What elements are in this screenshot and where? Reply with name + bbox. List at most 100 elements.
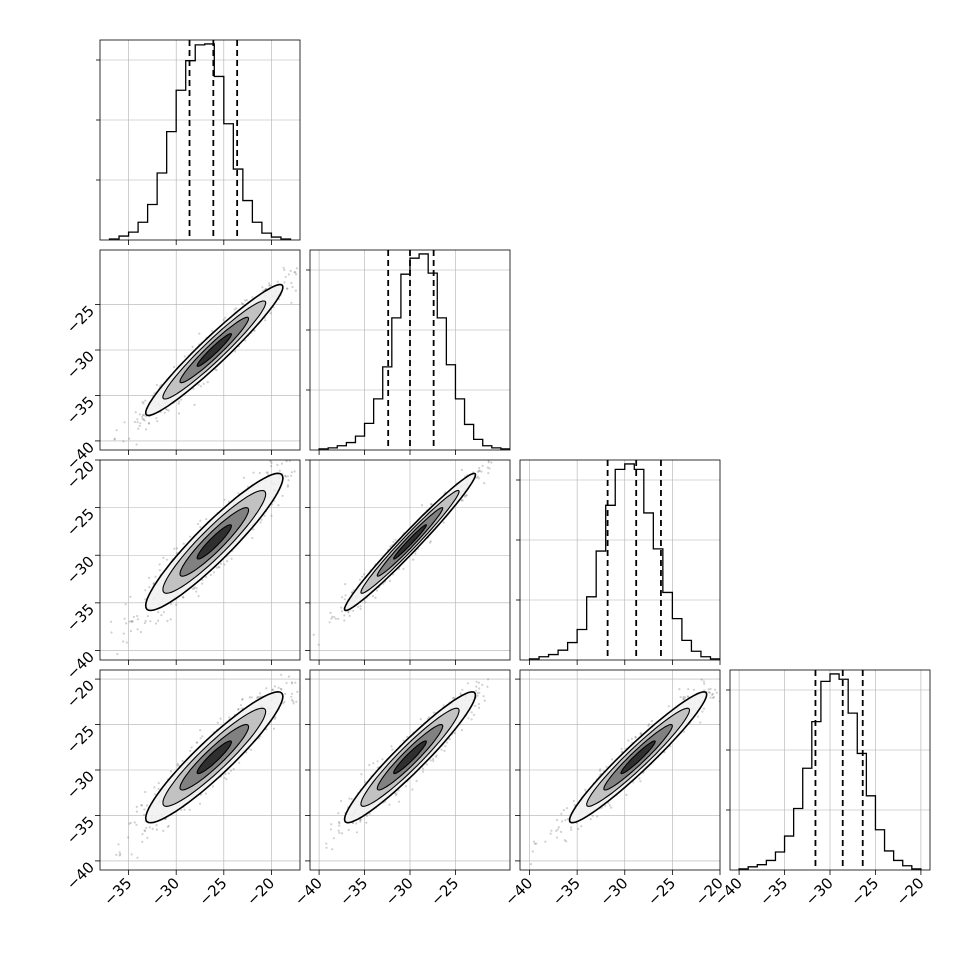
scatter-point	[252, 471, 255, 474]
scatter-point	[224, 772, 227, 776]
scatter-point	[412, 558, 415, 561]
contour-level-3	[393, 524, 427, 560]
scatter-point	[443, 749, 446, 753]
scatter-point	[190, 746, 193, 749]
scatter-point	[144, 399, 147, 402]
scatter-point	[475, 476, 478, 479]
scatter-point	[348, 797, 351, 800]
scatter-point	[421, 770, 425, 773]
density-panel-2-0	[100, 460, 305, 660]
scatter-point	[237, 492, 240, 495]
density-panel-3-0	[100, 670, 303, 870]
scatter-point	[337, 829, 340, 832]
scatter-point	[294, 681, 297, 684]
scatter-point	[330, 617, 333, 620]
scatter-point	[163, 411, 166, 414]
scatter-point	[337, 812, 340, 815]
scatter-point	[678, 688, 681, 691]
scatter-point	[364, 780, 367, 784]
scatter-point	[291, 285, 294, 289]
scatter-point	[136, 418, 139, 421]
scatter-point	[340, 832, 344, 835]
scatter-point	[133, 420, 136, 424]
scatter-point	[272, 727, 276, 730]
scatter-point	[151, 827, 154, 831]
scatter-point	[230, 557, 233, 560]
scatter-point	[301, 715, 303, 717]
scatter-point	[344, 583, 347, 586]
scatter-point	[395, 792, 398, 795]
scatter-point	[228, 716, 231, 719]
scatter-point	[155, 622, 158, 625]
scatter-point	[357, 605, 360, 609]
scatter-point	[222, 318, 225, 322]
scatter-point	[328, 621, 331, 624]
histogram-steps	[108, 43, 292, 240]
scatter-point	[234, 350, 237, 353]
scatter-point	[117, 843, 120, 846]
scatter-point	[141, 833, 144, 836]
scatter-point	[731, 671, 733, 673]
scatter-point	[544, 840, 547, 843]
scatter-point	[129, 595, 132, 598]
scatter-point	[162, 611, 165, 614]
scatter-point	[472, 713, 476, 717]
scatter-point	[562, 809, 566, 812]
scatter-point	[460, 499, 463, 502]
scatter-point	[330, 823, 333, 826]
scatter-point	[397, 800, 401, 803]
scatter-point	[215, 566, 218, 569]
scatter-point	[290, 281, 293, 285]
scatter-point	[303, 463, 305, 465]
scatter-point	[490, 452, 492, 454]
scatter-point	[209, 573, 212, 577]
scatter-point	[149, 620, 152, 623]
scatter-point	[415, 779, 418, 783]
scatter-point	[152, 582, 155, 585]
scatter-point	[286, 475, 289, 478]
scatter-point	[682, 697, 685, 701]
scatter-point	[476, 470, 479, 473]
scatter-point	[493, 456, 495, 458]
scatter-point	[352, 609, 355, 612]
scatter-point	[365, 814, 368, 818]
scatter-point	[167, 409, 170, 412]
scatter-point	[156, 420, 159, 423]
scatter-point	[340, 606, 343, 609]
scatter-point	[434, 755, 437, 758]
scatter-point	[487, 460, 490, 462]
scatter-point	[148, 586, 151, 589]
scatter-point	[265, 687, 268, 690]
scatter-point	[290, 692, 294, 695]
scatter-point	[175, 603, 178, 606]
scatter-point	[189, 749, 192, 752]
scatter-point	[533, 842, 537, 845]
scatter-point	[219, 717, 222, 720]
scatter-point	[223, 776, 226, 779]
scatter-point	[347, 611, 350, 614]
scatter-point	[256, 696, 259, 699]
scatter-point	[488, 467, 491, 470]
scatter-point	[294, 289, 297, 292]
scatter-point	[475, 689, 478, 692]
scatter-point	[430, 503, 433, 506]
scatter-point	[125, 622, 128, 625]
scatter-point	[157, 787, 160, 791]
scatter-point	[445, 741, 449, 744]
scatter-point	[478, 706, 481, 710]
scatter-point	[280, 462, 284, 465]
scatter-point	[347, 828, 350, 832]
scatter-point	[287, 675, 290, 678]
scatter-point	[144, 619, 147, 623]
scatter-point	[193, 586, 196, 589]
scatter-point	[241, 697, 244, 701]
scatter-point	[284, 475, 287, 478]
scatter-point	[276, 280, 279, 283]
scatter-point	[444, 745, 447, 748]
scatter-point	[555, 829, 558, 833]
scatter-point	[280, 673, 283, 677]
scatter-point	[136, 856, 139, 859]
scatter-point	[173, 547, 176, 550]
scatter-point	[124, 603, 127, 606]
scatter-point	[143, 829, 146, 832]
